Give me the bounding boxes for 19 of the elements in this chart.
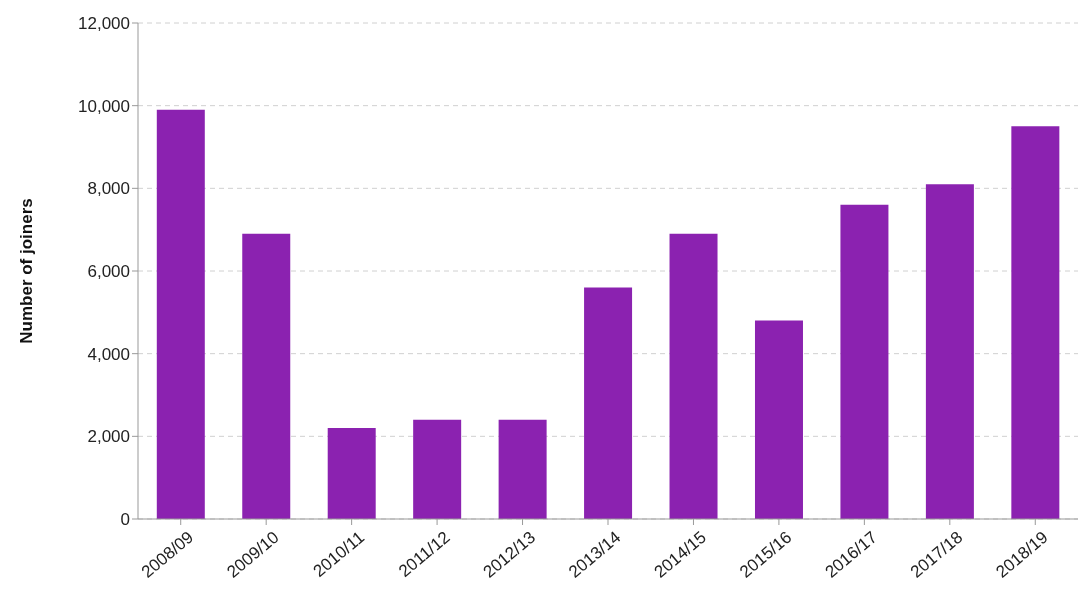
y-tick-label: 2,000 bbox=[87, 427, 130, 447]
bar bbox=[584, 287, 633, 519]
bar bbox=[1011, 126, 1060, 519]
y-tick-label: 6,000 bbox=[87, 262, 130, 282]
bar bbox=[754, 320, 803, 519]
bar bbox=[669, 233, 718, 519]
y-tick-label: 0 bbox=[120, 510, 130, 530]
y-tick-label: 12,000 bbox=[78, 14, 130, 34]
bar bbox=[327, 428, 376, 519]
bar bbox=[413, 419, 462, 519]
bar bbox=[925, 184, 974, 519]
y-tick-label: 10,000 bbox=[78, 96, 130, 116]
y-axis-title: Number of joiners bbox=[17, 198, 37, 344]
y-tick-label: 8,000 bbox=[87, 179, 130, 199]
y-tick-label: 4,000 bbox=[87, 344, 130, 364]
bar bbox=[156, 109, 205, 519]
bar bbox=[242, 233, 291, 519]
bar bbox=[498, 419, 547, 519]
bar bbox=[840, 204, 889, 519]
